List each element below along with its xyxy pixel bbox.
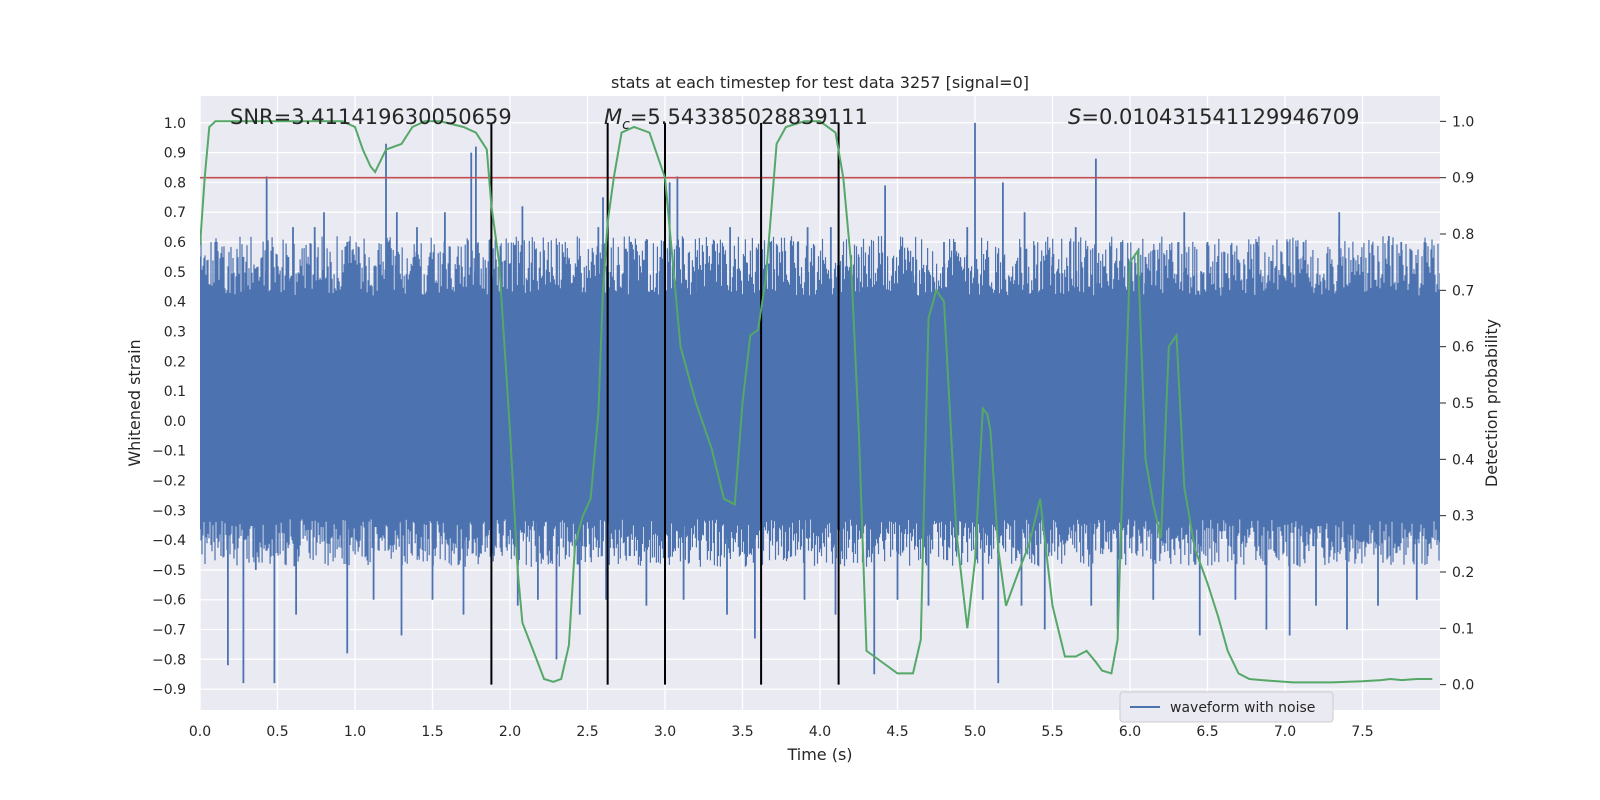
left-y-tick-label: 0.9 <box>164 146 186 162</box>
x-tick-label: 5.5 <box>1041 724 1063 740</box>
x-tick-label: 2.5 <box>576 724 598 740</box>
s-value: =0.010431541129946709 <box>1081 105 1359 129</box>
detection-probability-series <box>200 120 1433 684</box>
left-y-tick-label: −0.8 <box>152 652 186 668</box>
s-annotation: S=0.010431541129946709 <box>1068 105 1359 129</box>
left-y-tick-label: 0.1 <box>164 384 186 400</box>
x-tick-label: 7.5 <box>1351 724 1373 740</box>
x-tick-label: 2.0 <box>499 724 521 740</box>
left-y-tick-label: −0.1 <box>152 444 186 460</box>
right-y-tick-label: 0.8 <box>1452 227 1474 243</box>
x-tick-label: 0.0 <box>189 724 211 740</box>
left-y-tick-label: 0.7 <box>164 205 186 221</box>
chirp-mass-annotation: Mc=5.543385028839111 <box>604 105 868 133</box>
left-axis-title: Whitened strain <box>125 339 144 466</box>
detection-probability-line <box>200 120 1433 684</box>
x-tick-label: 6.0 <box>1119 724 1141 740</box>
left-y-tick-label: −0.7 <box>152 623 186 639</box>
left-y-tick-label: 0.5 <box>164 265 186 281</box>
right-y-tick-label: 0.7 <box>1452 283 1474 299</box>
left-y-tick-label: 0.6 <box>164 235 186 251</box>
x-tick-label: 7.0 <box>1274 724 1296 740</box>
x-tick-label: 1.0 <box>344 724 366 740</box>
left-y-tick-label: −0.9 <box>152 682 186 698</box>
right-y-tick-label: 1.0 <box>1452 114 1474 130</box>
left-y-tick-label: −0.2 <box>152 473 186 489</box>
legend-entry: waveform with noise <box>1170 700 1315 716</box>
left-y-tick-label: −0.6 <box>152 593 186 609</box>
left-y-tick-label: −0.5 <box>152 563 186 579</box>
right-axis-title: Detection probability <box>1482 319 1501 487</box>
x-tick-label: 1.5 <box>421 724 443 740</box>
left-y-tick-label: 0.8 <box>164 175 186 191</box>
right-y-tick-label: 0.1 <box>1452 621 1474 637</box>
left-y-tick-label: 0.3 <box>164 324 186 340</box>
waveform-series <box>200 122 1440 684</box>
left-y-tick-label: −0.3 <box>152 503 186 519</box>
right-y-tick-label: 0.2 <box>1452 565 1474 581</box>
left-y-tick-label: 0.2 <box>164 354 186 370</box>
left-y-tick-label: −0.4 <box>152 533 186 549</box>
chart-title: stats at each timestep for test data 325… <box>611 73 1029 92</box>
chirp-mass-symbol: M <box>604 105 622 129</box>
x-tick-label: 3.5 <box>731 724 753 740</box>
x-axis-title: Time (s) <box>786 745 852 764</box>
x-tick-label: 0.5 <box>266 724 288 740</box>
left-y-tick-label: 0.0 <box>164 414 186 430</box>
right-y-tick-label: 0.6 <box>1452 340 1474 356</box>
tick-labels: 0.0 0.5 1.0 1.5 2.0 2.5 3.0 3.5 4.0 4.5 5.0 5.5 6.0 6… <box>152 114 1474 740</box>
x-tick-label: 6.5 <box>1196 724 1218 740</box>
x-tick-label: 3.0 <box>654 724 676 740</box>
x-tick-label: 4.0 <box>809 724 831 740</box>
waveform-core <box>200 295 1440 520</box>
right-y-tick-label: 0.3 <box>1452 509 1474 525</box>
snr-annotation: SNR=3.411419630050659 <box>230 105 512 129</box>
x-tick-label: 5.0 <box>964 724 986 740</box>
right-y-tick-label: 0.0 <box>1452 678 1474 694</box>
s-symbol: S <box>1068 105 1081 129</box>
left-y-tick-label: 0.4 <box>164 295 186 311</box>
right-y-tick-label: 0.5 <box>1452 396 1474 412</box>
legend: waveform with noise <box>1119 691 1334 723</box>
legend-box <box>1119 691 1334 723</box>
chirp-mass-subscript: c <box>622 117 630 133</box>
x-tick-label: 4.5 <box>886 724 908 740</box>
chirp-mass-value: =5.543385028839111 <box>630 105 868 129</box>
right-y-tick-label: 0.4 <box>1452 452 1474 468</box>
left-y-tick-label: 1.0 <box>164 116 186 132</box>
right-y-tick-label: 0.9 <box>1452 171 1474 187</box>
